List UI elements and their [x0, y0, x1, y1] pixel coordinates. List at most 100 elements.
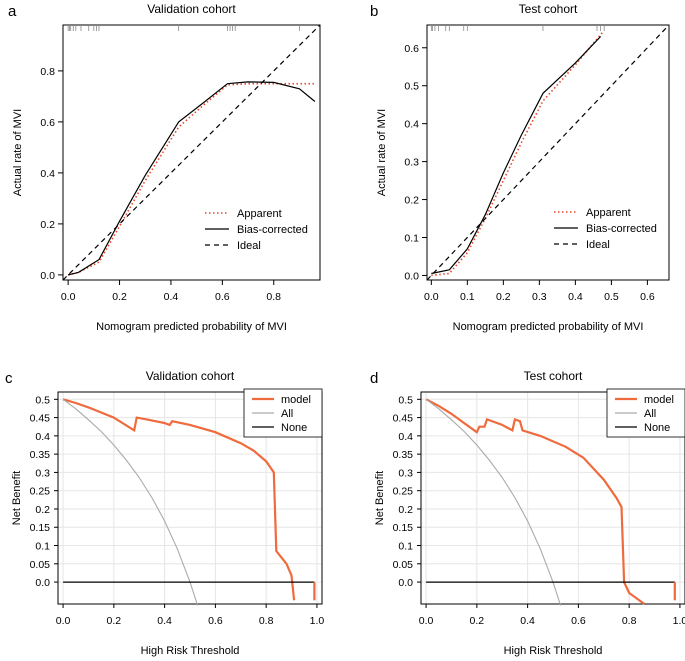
panel-b-x-tick-label: 0.1 — [460, 291, 475, 303]
panel-a-series-apparent — [67, 82, 315, 276]
panel-d-y-tick-label: 0.5 — [398, 394, 413, 406]
panel-c-y-axis-label: Net Benefit — [11, 471, 23, 525]
panel-d-y-tick-label: 0.15 — [393, 522, 414, 534]
panel-a-title: Validation cohort — [147, 2, 236, 16]
panel-a-x-tick-label: 0.6 — [215, 291, 230, 303]
panel-b-y-tick-label: 0.1 — [404, 233, 419, 245]
panel-a-legend-label: Apparent — [237, 208, 282, 220]
panel-b-title: Test cohort — [519, 2, 578, 16]
panel-c-legend-label: model — [281, 394, 311, 406]
panel-c-y-tick-label: 0.35 — [30, 449, 51, 461]
panel-c-legend-label: All — [281, 408, 293, 420]
panel-b-series-apparent — [431, 32, 604, 277]
panel-d-series-all — [425, 398, 562, 606]
panel-c-y-tick-label: 0.25 — [30, 486, 51, 498]
panel-d-y-tick-label: 0.25 — [393, 486, 414, 498]
panel-b-x-tick-label: 0.6 — [640, 291, 655, 303]
panel-d-y-tick-label: 0.0 — [398, 577, 413, 589]
panel-c-x-tick-label: 0.6 — [208, 615, 223, 627]
panel-d-y-tick-label: 0.2 — [398, 504, 413, 516]
panel-a-x-tick-label: 0.8 — [266, 291, 281, 303]
panel-b-series-ideal — [426, 24, 670, 281]
panel-a-x-tick-label: 0.4 — [164, 291, 179, 303]
panel-c-x-tick-label: 0.4 — [157, 615, 172, 627]
panel-b-legend-label: Apparent — [586, 207, 631, 219]
panel-b-y-tick-label: 0.5 — [404, 81, 419, 93]
panel-d-y-tick-label: 0.45 — [393, 413, 414, 425]
panel-b-plot-frame — [426, 24, 670, 281]
panel-c-series-model — [62, 398, 296, 601]
panel-b-series-bias-corrected — [431, 35, 602, 275]
panel-a-x-tick-label: 0.2 — [112, 291, 127, 303]
panel-a-series-ideal — [62, 24, 321, 281]
panel-b-y-tick-label: 0.0 — [404, 270, 419, 282]
panel-d-x-tick-label: 0.0 — [419, 615, 434, 627]
panel-a-series-bias-corrected — [67, 81, 316, 276]
panel-d-y-tick-label: 0.1 — [398, 541, 413, 553]
panel-c-y-tick-label: 0.05 — [30, 559, 51, 571]
panel-c-title: Validation cohort — [146, 369, 235, 383]
panel-b-y-tick-label: 0.2 — [404, 195, 419, 207]
panel-d-legend-label: None — [644, 422, 670, 434]
panel-a-legend-label: Bias-corrected — [237, 224, 308, 236]
panel-a-x-axis-label: Nomogram predicted probability of MVI — [96, 321, 287, 333]
panel-d-letter: d — [370, 370, 378, 387]
panel-c-letter: c — [5, 370, 13, 387]
panel-d-title: Test cohort — [524, 369, 583, 383]
panel-a-y-axis-label: Actual rate of MVI — [12, 109, 24, 196]
panel-c-plot-frame — [57, 391, 323, 605]
panel-a-y-tick-label: 0.4 — [40, 168, 55, 180]
panel-d-legend-label: model — [644, 394, 674, 406]
panel-b-letter: b — [370, 3, 378, 20]
panel-b-y-tick-label: 0.6 — [404, 43, 419, 55]
panel-d-x-tick-label: 0.2 — [470, 615, 485, 627]
panel-a-x-tick-label: 0.0 — [61, 291, 76, 303]
panel-b-legend-label: Ideal — [586, 239, 610, 251]
panel-b-x-tick-label: 0.2 — [496, 291, 511, 303]
panel-d-series-model — [425, 398, 646, 605]
panel-d-x-tick-label: 1.0 — [673, 615, 685, 627]
panel-c-y-tick-label: 0.4 — [35, 431, 50, 443]
panel-c-legend-label: None — [281, 422, 307, 434]
panel-c-x-tick-label: 0.0 — [56, 615, 71, 627]
panel-b-x-axis-label: Nomogram predicted probability of MVI — [453, 321, 644, 333]
panel-b-legend-label: Bias-corrected — [586, 223, 657, 235]
panel-d-y-tick-label: 0.3 — [398, 467, 413, 479]
panel-b-y-tick-label: 0.4 — [404, 119, 419, 131]
panel-c-y-tick-label: 0.15 — [30, 522, 51, 534]
panel-b-x-tick-label: 0.4 — [568, 291, 583, 303]
panel-a-y-tick-label: 0.6 — [40, 117, 55, 129]
panel-b-y-tick-label: 0.3 — [404, 157, 419, 169]
panel-d-y-tick-label: 0.35 — [393, 449, 414, 461]
panel-d-plot-frame — [420, 391, 685, 605]
panel-c-y-tick-label: 0.1 — [35, 541, 50, 553]
panel-c-x-tick-label: 0.8 — [259, 615, 274, 627]
panel-d-y-tick-label: 0.05 — [393, 559, 414, 571]
panel-b-x-tick-label: 0.0 — [424, 291, 439, 303]
panel-d-legend-label: All — [644, 408, 656, 420]
panel-d-x-axis-label: High Risk Threshold — [504, 645, 603, 657]
panel-c-x-axis-label: High Risk Threshold — [141, 645, 240, 657]
panel-a-y-tick-label: 0.0 — [40, 270, 55, 282]
panel-c-x-tick-label: 0.2 — [107, 615, 122, 627]
panel-c-series-all — [62, 398, 199, 606]
panel-c-x-tick-label: 1.0 — [310, 615, 325, 627]
panel-a-plot-frame — [62, 24, 321, 281]
panel-a-letter: a — [8, 3, 17, 20]
panel-d-x-tick-label: 0.6 — [571, 615, 586, 627]
panel-d-x-tick-label: 0.8 — [622, 615, 637, 627]
panel-c-y-tick-label: 0.2 — [35, 504, 50, 516]
panel-b-x-tick-label: 0.5 — [604, 291, 619, 303]
panel-c-legend-box — [243, 388, 323, 438]
panel-c-y-tick-label: 0.45 — [30, 413, 51, 425]
panel-a-y-tick-label: 0.2 — [40, 219, 55, 231]
panel-d-x-tick-label: 0.4 — [520, 615, 535, 627]
panel-c-y-tick-label: 0.5 — [35, 394, 50, 406]
panel-a-y-tick-label: 0.8 — [40, 66, 55, 78]
panel-c-y-tick-label: 0.0 — [35, 577, 50, 589]
panel-b-x-tick-label: 0.3 — [532, 291, 547, 303]
panel-c-y-tick-label: 0.3 — [35, 467, 50, 479]
panel-d-y-tick-label: 0.4 — [398, 431, 413, 443]
panel-d-y-axis-label: Net Benefit — [374, 471, 386, 525]
